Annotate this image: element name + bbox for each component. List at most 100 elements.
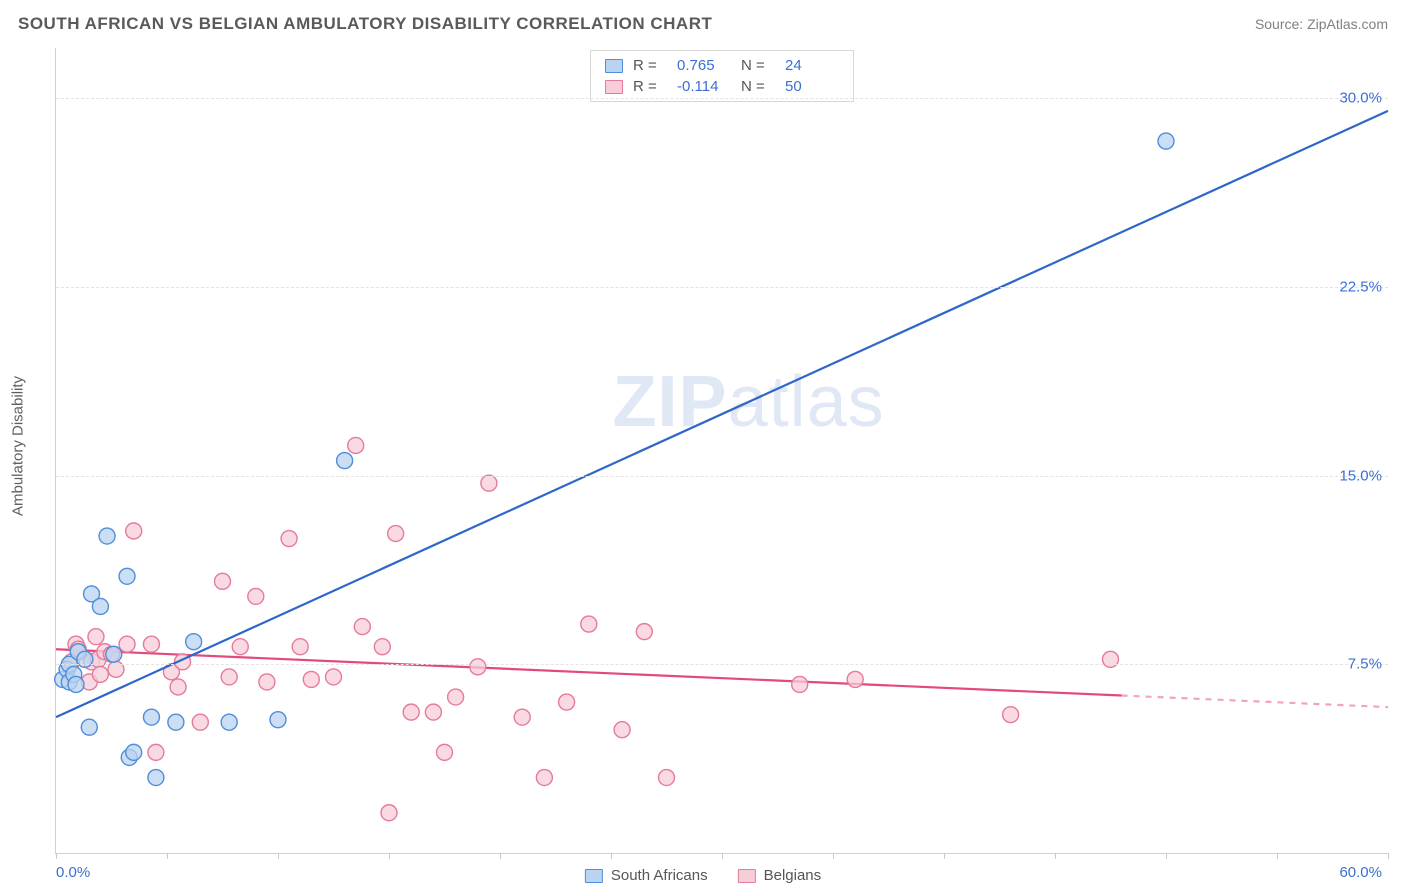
belgians-point [170,679,186,695]
belgians-point [481,475,497,491]
south-africans-point [221,714,237,730]
belgians-point [292,639,308,655]
belgians-point [326,669,342,685]
belgians-point [281,531,297,547]
x-tick-mark [56,853,57,859]
belgians-point [119,636,135,652]
belgians-point [143,636,159,652]
x-tick-mark [389,853,390,859]
belgians-point [221,669,237,685]
legend-n-label: N = [741,57,775,74]
belgians-point [581,616,597,632]
x-tick-mark [611,853,612,859]
x-tick-mark [167,853,168,859]
south-africans-point [92,598,108,614]
scatter-svg [56,48,1388,853]
correlation-legend: R =0.765N =24R =-0.114N =50 [590,50,854,102]
legend-r-value: 0.765 [677,57,731,74]
series-legend-label: South Africans [611,867,708,884]
belgians-point [514,709,530,725]
x-tick-mark [722,853,723,859]
x-tick-mark [833,853,834,859]
legend-swatch-icon [605,59,623,73]
belgians-point [388,526,404,542]
belgians-point [303,671,319,687]
belgians-trend-line [56,649,1122,695]
south-africans-point [99,528,115,544]
belgians-point [374,639,390,655]
south-africans-point [186,634,202,650]
source-attribution: Source: ZipAtlas.com [1255,16,1388,32]
gridline [56,98,1388,99]
legend-swatch-icon [738,869,756,883]
chart-plot-area: ZIPatlas R =0.765N =24R =-0.114N =50 0.0… [55,48,1388,854]
belgians-point [348,437,364,453]
x-tick-mark [278,853,279,859]
legend-n-label: N = [741,78,775,95]
south-africans-trend-line [56,111,1388,717]
belgians-point [614,722,630,738]
belgians-point [88,629,104,645]
south-africans-point [68,676,84,692]
legend-row: R = 0.765 N = 24 [591,55,853,76]
belgians-point [437,744,453,760]
gridline [56,287,1388,288]
legend-r-label: R = [633,57,667,74]
x-axis-max-label: 60.0% [1339,864,1382,881]
y-tick-label: 30.0% [1339,90,1382,107]
x-tick-mark [1388,853,1389,859]
belgians-point [215,573,231,589]
gridline [56,664,1388,665]
belgians-point [248,588,264,604]
y-tick-label: 7.5% [1348,656,1382,673]
belgians-point [659,770,675,786]
belgians-point [1003,707,1019,723]
belgians-point [126,523,142,539]
x-tick-mark [944,853,945,859]
belgians-point [403,704,419,720]
belgians-point [192,714,208,730]
y-tick-label: 22.5% [1339,278,1382,295]
x-tick-mark [1166,853,1167,859]
series-legend-item: Belgians [738,867,822,884]
south-africans-point [270,712,286,728]
south-africans-point [1158,133,1174,149]
y-axis-title: Ambulatory Disability [10,376,27,516]
belgians-point [259,674,275,690]
series-legend: South Africans Belgians [585,867,821,884]
south-africans-point [168,714,184,730]
belgians-point [470,659,486,675]
belgians-point [559,694,575,710]
x-tick-mark [1277,853,1278,859]
legend-swatch-icon [605,80,623,94]
belgians-point [232,639,248,655]
series-legend-label: Belgians [764,867,822,884]
series-legend-item: South Africans [585,867,708,884]
x-axis-min-label: 0.0% [56,864,90,881]
belgians-point [847,671,863,687]
legend-n-value: 24 [785,57,839,74]
south-africans-point [106,646,122,662]
belgians-point [354,619,370,635]
legend-n-value: 50 [785,78,839,95]
legend-r-label: R = [633,78,667,95]
belgians-trend-line-dashed [1122,696,1388,708]
belgians-point [636,624,652,640]
belgians-point [448,689,464,705]
gridline [56,476,1388,477]
belgians-point [536,770,552,786]
south-africans-point [337,453,353,469]
belgians-point [92,666,108,682]
belgians-point [792,676,808,692]
legend-row: R =-0.114N =50 [591,76,853,97]
south-africans-point [143,709,159,725]
x-tick-mark [1055,853,1056,859]
south-africans-point [148,770,164,786]
south-africans-point [81,719,97,735]
x-tick-mark [500,853,501,859]
belgians-point [425,704,441,720]
south-africans-point [119,568,135,584]
chart-title: SOUTH AFRICAN VS BELGIAN AMBULATORY DISA… [18,14,712,34]
belgians-point [381,805,397,821]
legend-swatch-icon [585,869,603,883]
